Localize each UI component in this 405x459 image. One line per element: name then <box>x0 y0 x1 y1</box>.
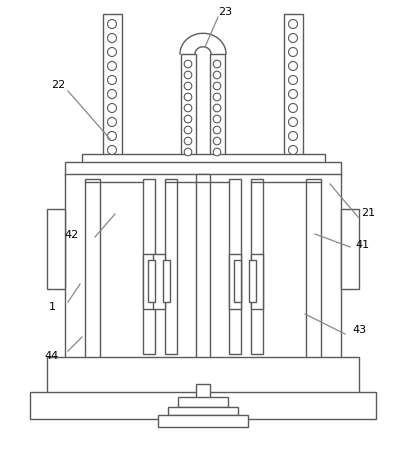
Circle shape <box>288 104 297 113</box>
Circle shape <box>288 90 297 99</box>
Circle shape <box>107 48 116 57</box>
Circle shape <box>184 94 191 101</box>
Circle shape <box>213 105 220 112</box>
Text: 41: 41 <box>355 240 369 249</box>
Circle shape <box>288 34 297 44</box>
Circle shape <box>288 118 297 127</box>
Bar <box>305 179 320 359</box>
Bar <box>143 254 155 309</box>
Circle shape <box>213 94 220 101</box>
Bar <box>153 254 164 309</box>
Circle shape <box>184 149 191 157</box>
Bar <box>30 392 375 419</box>
Circle shape <box>184 116 191 123</box>
Bar <box>196 174 209 384</box>
Bar <box>284 15 302 162</box>
Circle shape <box>288 132 297 141</box>
Circle shape <box>288 76 297 85</box>
Text: 43: 43 <box>352 325 366 334</box>
Text: 21: 21 <box>360 207 374 218</box>
Bar <box>250 179 262 354</box>
Bar <box>181 55 196 162</box>
Circle shape <box>288 146 297 155</box>
Circle shape <box>213 138 220 146</box>
Text: 42: 42 <box>65 230 79 240</box>
Circle shape <box>107 90 116 99</box>
Bar <box>82 155 324 164</box>
Circle shape <box>184 61 191 69</box>
Bar <box>143 179 155 354</box>
Text: 1: 1 <box>48 302 55 311</box>
Circle shape <box>107 132 116 141</box>
Circle shape <box>213 127 220 134</box>
Circle shape <box>107 21 116 29</box>
Circle shape <box>107 104 116 113</box>
Bar <box>228 254 241 309</box>
Bar <box>47 210 65 289</box>
Circle shape <box>213 149 220 157</box>
Circle shape <box>184 83 191 90</box>
Bar <box>228 179 241 354</box>
Bar <box>162 260 170 302</box>
Bar <box>177 397 228 407</box>
Text: 22: 22 <box>51 80 65 90</box>
Circle shape <box>184 72 191 79</box>
Circle shape <box>184 105 191 112</box>
Circle shape <box>184 138 191 146</box>
Circle shape <box>213 61 220 69</box>
Circle shape <box>107 34 116 44</box>
Circle shape <box>213 83 220 90</box>
Circle shape <box>288 21 297 29</box>
Circle shape <box>107 118 116 127</box>
Circle shape <box>288 48 297 57</box>
Circle shape <box>107 76 116 85</box>
Bar <box>148 260 155 302</box>
Text: 23: 23 <box>217 7 232 17</box>
Bar <box>209 55 224 162</box>
Bar <box>47 357 358 394</box>
Bar <box>158 415 247 427</box>
Circle shape <box>107 62 116 71</box>
Circle shape <box>107 146 116 155</box>
Circle shape <box>184 127 191 134</box>
Bar <box>164 179 177 354</box>
Bar <box>168 407 237 415</box>
Bar <box>250 254 262 309</box>
Circle shape <box>213 116 220 123</box>
Bar <box>85 179 100 359</box>
Bar <box>233 260 241 302</box>
Circle shape <box>213 72 220 79</box>
Text: 44: 44 <box>45 350 59 360</box>
Bar <box>103 15 122 162</box>
Bar <box>65 174 340 359</box>
Bar <box>340 210 358 289</box>
Bar <box>196 384 209 399</box>
Circle shape <box>288 62 297 71</box>
Bar <box>248 260 256 302</box>
Bar <box>65 162 340 177</box>
